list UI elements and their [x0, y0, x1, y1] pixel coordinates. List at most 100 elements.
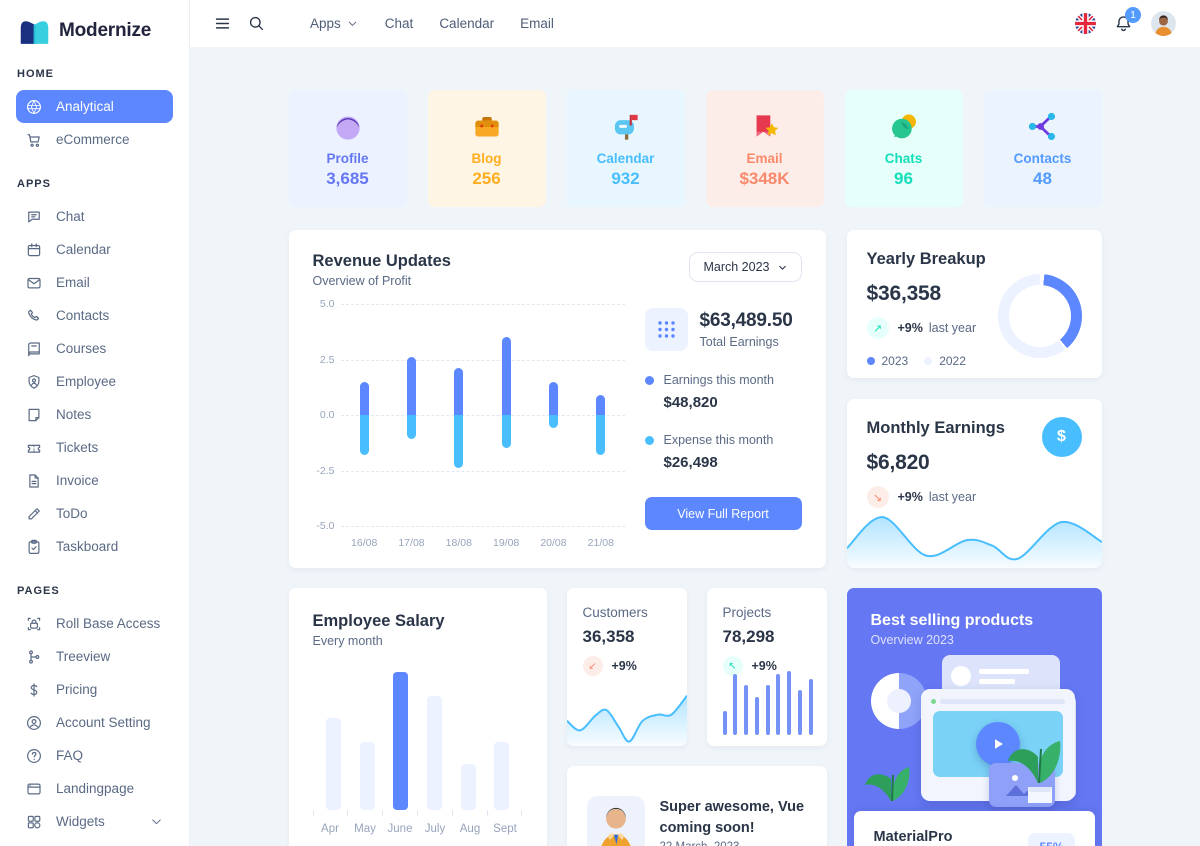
stat-label: Chats: [884, 151, 923, 166]
revenue-plot-area: [340, 304, 625, 527]
invoice-file-icon: [25, 472, 43, 490]
sidebar-item-faq[interactable]: FAQ: [16, 739, 173, 772]
language-flag-icon[interactable]: [1075, 13, 1096, 34]
expense-bar: [454, 415, 464, 469]
employee-salary-subtitle: Every month: [312, 634, 383, 648]
view-full-report-button[interactable]: View Full Report: [644, 497, 802, 530]
salary-x-axis: Apr May June July Aug Sept: [321, 823, 517, 835]
sidebar-item-ecommerce[interactable]: eCommerce: [16, 123, 173, 156]
trend-percent: +9%: [611, 659, 637, 673]
stat-card-calendar[interactable]: Calendar 932: [566, 90, 685, 207]
sidebar-item-courses[interactable]: Courses: [16, 332, 173, 365]
bookmark-star-icon: [746, 108, 784, 146]
stat-card-blog[interactable]: Blog 256: [427, 90, 546, 207]
salary-axis-ticks: [312, 810, 523, 816]
search-icon[interactable]: [242, 10, 270, 38]
best-selling-subtitle: Overview 2023: [870, 633, 954, 647]
notification-badge: 1: [1125, 7, 1141, 23]
revenue-bar-chart: 5.0 2.5 0.0 -2.5 -5.0 16/08 17/08 18/08 19/08 20…: [313, 298, 625, 549]
revenue-title: Revenue Updates: [312, 252, 451, 270]
message-icon: [25, 208, 43, 226]
cart-icon: [25, 131, 43, 149]
sidebar-item-widgets[interactable]: Widgets: [16, 805, 173, 838]
stat-card-chats[interactable]: Chats 96: [844, 90, 963, 207]
customers-label: Customers: [582, 605, 648, 620]
sidebar-item-label: Contacts: [56, 308, 110, 323]
menu-icon[interactable]: [208, 10, 236, 38]
sidebar-item-tickets[interactable]: Tickets: [16, 431, 173, 464]
stat-label: Blog: [471, 151, 502, 166]
notifications-bell-icon[interactable]: 1: [1113, 7, 1141, 34]
header-nav-chat[interactable]: Chat: [385, 16, 414, 31]
sidebar-nav: HOME Analytical eCommerce APPS Chat Calendar E…: [0, 68, 189, 838]
sidebar-item-calendar[interactable]: Calendar: [16, 233, 173, 266]
sidebar-item-contacts[interactable]: Contacts: [16, 299, 173, 332]
announcement-date: 22 March, 2023: [660, 841, 807, 846]
earnings-bar: [407, 357, 416, 415]
mailbox-icon: [607, 108, 645, 146]
revenue-legend: Earnings this month $48,820 Expense this m…: [644, 373, 802, 471]
yearly-breakup-donut-chart: [997, 274, 1082, 358]
sidebar-item-notes[interactable]: Notes: [16, 398, 173, 431]
salary-bar-aug: [460, 764, 476, 810]
top-header: Apps Chat Calendar Email 1: [190, 0, 1200, 47]
sidebar-item-taskboard[interactable]: Taskboard: [16, 530, 173, 563]
sidebar-item-chat[interactable]: Chat: [16, 200, 173, 233]
trend-suffix: last year: [928, 490, 977, 504]
expense-bar: [549, 415, 558, 429]
sidebar-item-treeview[interactable]: Treeview: [16, 640, 173, 673]
best-selling-title: Best selling products: [870, 612, 1034, 629]
product-name: MaterialPro: [873, 829, 953, 845]
header-nav-apps[interactable]: Apps: [310, 16, 359, 31]
lock-access-icon: [25, 615, 43, 633]
illustration-donut: [870, 673, 927, 729]
header-nav-calendar[interactable]: Calendar: [439, 16, 494, 31]
earnings-bar: [359, 381, 369, 415]
briefcase-icon: [468, 108, 506, 146]
illustration-plant-left: [864, 767, 909, 802]
stat-card-email[interactable]: Email $348K: [705, 90, 824, 207]
stat-card-contacts[interactable]: Contacts 48: [983, 90, 1102, 207]
dollar-circle-icon[interactable]: $: [1041, 417, 1082, 457]
sidebar-item-label: ToDo: [56, 506, 88, 521]
nav-label: Calendar: [439, 16, 495, 31]
total-earnings-value: $63,489.50: [699, 310, 793, 331]
legend-dot: [924, 357, 933, 365]
grid-dots-icon: [644, 308, 688, 351]
browser-icon: [25, 780, 43, 798]
earnings-bar: [454, 368, 464, 415]
salary-bar-june: [393, 672, 409, 810]
salary-bar-may: [359, 741, 375, 810]
sidebar-item-analytical[interactable]: Analytical: [16, 90, 173, 123]
employee-salary-bar-chart: [313, 662, 523, 810]
trend-suffix: last year: [928, 321, 977, 335]
sidebar-item-todo[interactable]: ToDo: [16, 497, 173, 530]
expense-bar: [359, 415, 369, 455]
stat-card-profile[interactable]: Profile 3,685: [288, 90, 407, 207]
user-avatar[interactable]: [1151, 11, 1176, 36]
period-select[interactable]: March 2023: [689, 252, 802, 282]
legend-label: Expense this month: [663, 433, 774, 447]
sidebar-item-pricing[interactable]: Pricing: [16, 673, 173, 706]
sidebar-item-email[interactable]: Email: [16, 266, 173, 299]
sidebar-item-label: Email: [56, 275, 90, 290]
employee-badge-icon: [25, 373, 43, 391]
header-nav-email[interactable]: Email: [520, 16, 554, 31]
ticket-icon: [25, 439, 43, 457]
legend-value: $26,498: [663, 454, 718, 471]
sidebar-item-label: Chat: [56, 209, 85, 224]
product-percent-badge: 55%: [1028, 832, 1075, 846]
revenue-x-axis: 16/08 17/08 18/08 19/08 20/08 21/08: [351, 537, 614, 549]
yearly-breakup-card: Yearly Breakup $36,358 ↗ +9% last year 2…: [846, 230, 1102, 378]
chevron-down-icon: [149, 814, 164, 829]
trend-down-left-icon: ↙: [582, 656, 603, 676]
sidebar-item-label: Taskboard: [56, 539, 119, 554]
sidebar-item-account-setting[interactable]: Account Setting: [16, 706, 173, 739]
sidebar-item-roll-base-access[interactable]: Roll Base Access: [16, 607, 173, 640]
yearly-breakup-legend: 2023 2022: [866, 354, 986, 368]
sidebar-item-employee[interactable]: Employee: [16, 365, 173, 398]
revenue-updates-card: Revenue Updates Overview of Profit March…: [288, 230, 826, 568]
app-logo[interactable]: Modernize: [0, 16, 189, 46]
sidebar-item-landingpage[interactable]: Landingpage: [16, 772, 173, 805]
sidebar-item-invoice[interactable]: Invoice: [16, 464, 173, 497]
